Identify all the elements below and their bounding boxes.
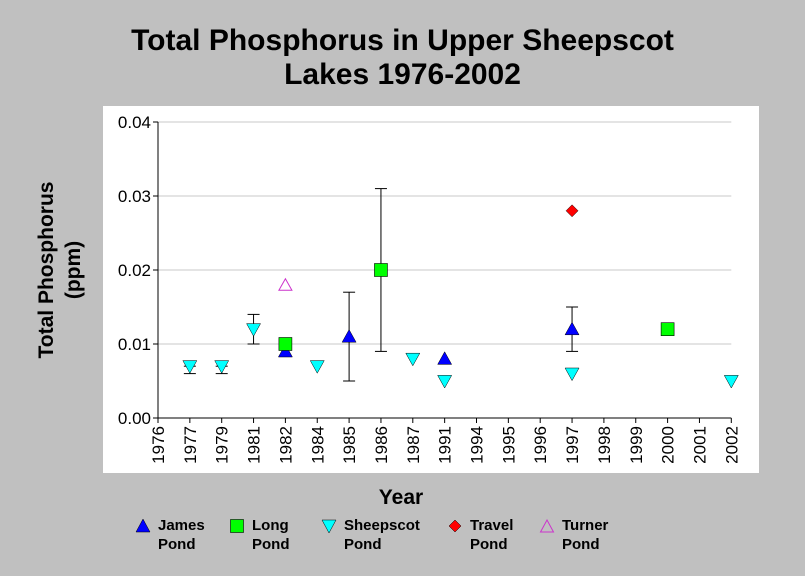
legend-label-line-1: Travel bbox=[470, 517, 514, 534]
x-tick-label: 1991 bbox=[436, 426, 455, 464]
data-point bbox=[246, 323, 261, 337]
data-point bbox=[660, 322, 675, 337]
data-point bbox=[341, 329, 357, 343]
y-axis: 0.00 0.01 0.02 0.03 0.04 bbox=[118, 113, 159, 428]
data-point bbox=[405, 352, 421, 367]
chart-title-line-1: Total Phosphorus in Upper Sheepscot bbox=[131, 24, 674, 57]
legend-marker-square bbox=[230, 519, 244, 533]
legend-marker-triangle-up bbox=[135, 518, 151, 533]
legend-label-line-2: Pond bbox=[252, 536, 290, 553]
legend-label-line-2: Pond bbox=[562, 536, 600, 553]
data-point bbox=[182, 360, 198, 374]
y-tick-label: 0.01 bbox=[118, 335, 151, 354]
legend-marker-triangle-down bbox=[321, 519, 337, 534]
x-tick-label: 1999 bbox=[627, 426, 646, 464]
legend-label-line-1: James bbox=[158, 517, 205, 534]
data-point bbox=[309, 360, 325, 374]
legend-label-line-2: Pond bbox=[344, 536, 382, 553]
x-tick-label: 1982 bbox=[276, 426, 295, 464]
data-point bbox=[437, 375, 453, 389]
x-tick-label: 1995 bbox=[499, 426, 518, 464]
x-tick-label: 1981 bbox=[245, 426, 264, 464]
y-axis-label-line-1: Total Phosphorus bbox=[35, 182, 58, 359]
data-point bbox=[565, 204, 579, 218]
chart-title-line-2: Lakes 1976-2002 bbox=[284, 58, 521, 91]
legend-label-line-1: Turner bbox=[562, 517, 609, 534]
x-tick-label: 1977 bbox=[181, 426, 200, 464]
chart-title: Total Phosphorus in Upper Sheepscot Lake… bbox=[0, 24, 805, 92]
data-point bbox=[214, 360, 230, 374]
data-point bbox=[564, 321, 580, 336]
x-axis: 1976 1977 1979 1981 1982 1984 1985 1986 1987 1991… bbox=[149, 417, 741, 464]
error-bars bbox=[183, 188, 579, 382]
x-tick-label: 2001 bbox=[690, 426, 709, 464]
x-tick-label: 1998 bbox=[595, 426, 614, 464]
y-tick-label: 0.03 bbox=[118, 187, 151, 206]
x-tick-label: 1986 bbox=[372, 426, 391, 464]
y-tick-label: 0.00 bbox=[118, 409, 151, 428]
plot-area bbox=[103, 106, 759, 473]
x-tick-label: 1985 bbox=[340, 426, 359, 464]
x-tick-label: 1976 bbox=[149, 426, 168, 464]
data-point bbox=[564, 367, 580, 382]
data-point bbox=[723, 375, 739, 389]
x-tick-label: 1987 bbox=[404, 426, 423, 464]
legend-marker-triangle-up-open bbox=[539, 518, 555, 533]
x-tick-label: 1997 bbox=[563, 426, 582, 464]
data-points bbox=[182, 204, 739, 389]
legend-label-line-2: Pond bbox=[470, 536, 508, 553]
x-tick-label: 1994 bbox=[468, 426, 487, 464]
x-tick-label: 1984 bbox=[308, 426, 327, 464]
legend-label-line-1: Sheepscot bbox=[344, 517, 420, 534]
legend-marker-diamond bbox=[448, 519, 462, 533]
data-point bbox=[278, 277, 293, 291]
legend-label-line-2: Pond bbox=[158, 536, 196, 553]
legend-label-line-1: Long bbox=[252, 517, 289, 534]
x-tick-label: 1996 bbox=[531, 426, 550, 464]
data-point bbox=[437, 351, 453, 365]
x-tick-label: 2002 bbox=[722, 426, 741, 464]
data-point bbox=[278, 337, 293, 351]
y-axis-label-line-2: (ppm) bbox=[62, 241, 85, 299]
y-tick-label: 0.02 bbox=[118, 261, 151, 280]
x-tick-label: 2000 bbox=[659, 426, 678, 464]
y-tick-label: 0.04 bbox=[118, 113, 151, 132]
x-tick-label: 1979 bbox=[213, 426, 232, 464]
data-point bbox=[374, 263, 388, 277]
x-axis-label: Year bbox=[379, 486, 423, 509]
